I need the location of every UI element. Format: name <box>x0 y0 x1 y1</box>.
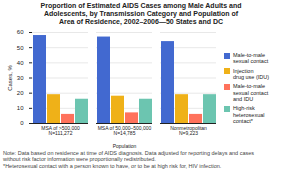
svg-text:40: 40 <box>17 60 24 66</box>
html-text:High-risk heterosexual contact: High-risk heterosexual contact* <box>233 105 265 124</box>
html-text:*Heterosexual contact with a p: *Heterosexual contact with a person know… <box>3 162 222 169</box>
html-text:Proportion of Estimated AIDS C: Proportion of Estimated AIDS Cases among… <box>40 2 242 26</box>
html-text:without risk factor informatio: without risk factor information were pro… <box>3 156 156 163</box>
svg-text:60: 60 <box>17 30 24 36</box>
svg-text:10: 10 <box>17 105 24 111</box>
html-text:Injection drug use (IDU): Injection drug use (IDU) <box>233 67 270 80</box>
html-text:Male-to-male sexual contact an: Male-to-male sexual contact and IDU <box>233 83 269 102</box>
svg-text:50: 50 <box>17 45 24 51</box>
svg-text:0: 0 <box>20 121 24 127</box>
html-text:Note: Data based on residence: Note: Data based on residence at time of… <box>3 150 254 157</box>
svg-text:Population: Population <box>113 143 137 149</box>
svg-text:Cases, %: Cases, % <box>7 65 13 91</box>
svg-text:MSA of 50,000–500,000N=14,785: MSA of 50,000–500,000N=14,785 <box>98 125 152 136</box>
svg-text:NonmetropolitanN=9,223: NonmetropolitanN=9,223 <box>170 125 207 136</box>
svg-text:MSA of >500,000N=111,272: MSA of >500,000N=111,272 <box>41 125 80 136</box>
svg-text:20: 20 <box>17 90 24 96</box>
html-text:Male-to-male sexual contact: Male-to-male sexual contact <box>233 52 269 65</box>
svg-text:30: 30 <box>17 75 24 81</box>
